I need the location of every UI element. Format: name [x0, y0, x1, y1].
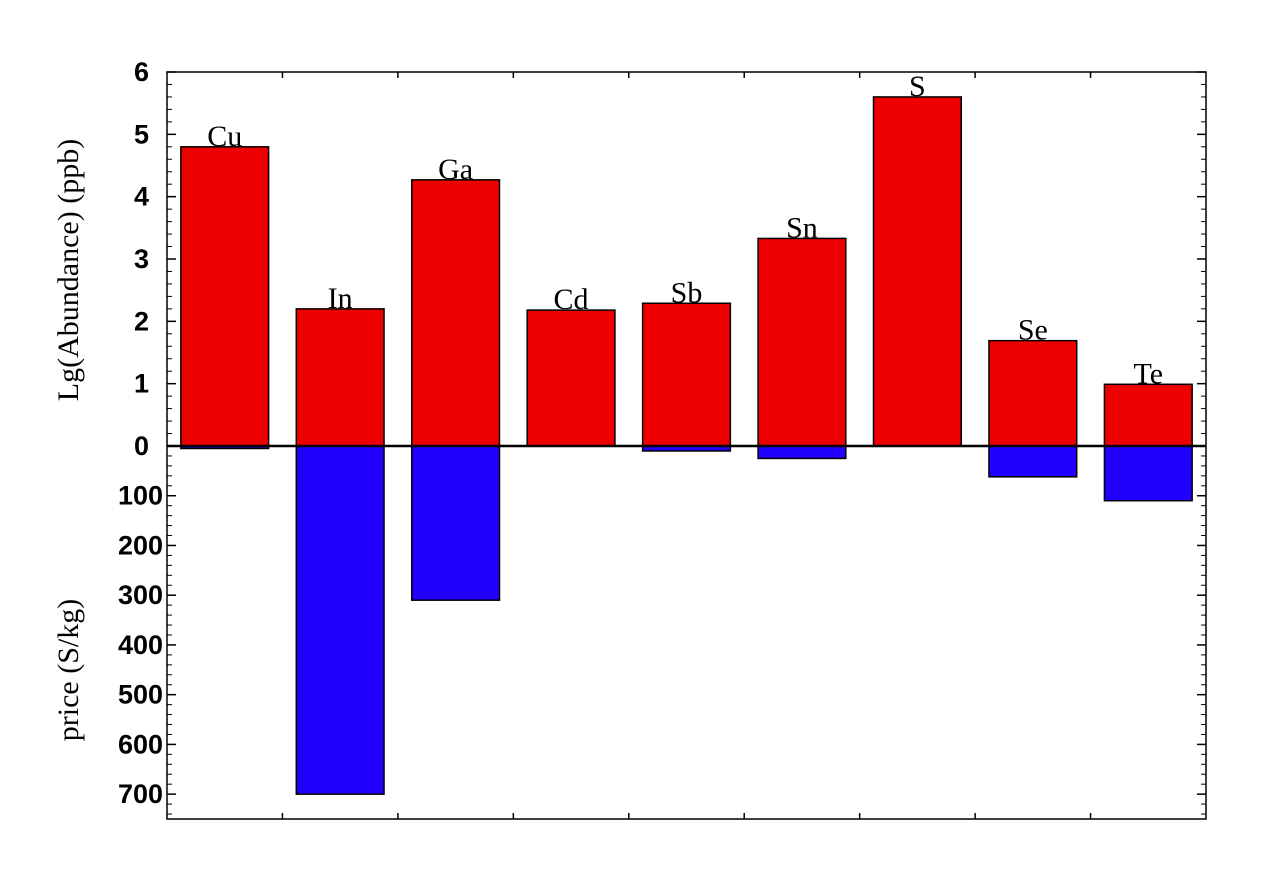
bar-labels-group: Cu In Ga Cd Sb Sn S Se Te	[207, 70, 1163, 390]
bar-label-cu: Cu	[207, 120, 242, 153]
y-tick-label-upper: 1	[134, 369, 149, 399]
abundance-bar-cu	[180, 146, 270, 447]
y-tick-label-upper: 0	[134, 431, 149, 461]
y-tick-label-upper: 4	[134, 182, 149, 212]
price-bar-sn	[757, 445, 847, 460]
y-tick-label-upper: 6	[134, 57, 149, 87]
bar-label-ga: Ga	[438, 153, 473, 186]
tick-labels-group: 0 1 2 3 4 5 6 100 200 300 400 500 600 700	[118, 57, 163, 809]
abundance-bar-se	[988, 339, 1078, 447]
bar-label-sb: Sb	[671, 276, 703, 309]
y-tick-label-lower: 300	[118, 580, 163, 610]
abundance-bar-ga	[410, 179, 501, 447]
price-bar-ga	[410, 445, 501, 601]
abundance-bar-sn	[757, 237, 847, 447]
abundance-bar-s	[872, 96, 963, 447]
abundance-bar-te	[1103, 383, 1193, 447]
abundance-bar-cd	[526, 309, 616, 447]
abundance-bar-in	[295, 308, 385, 447]
y-tick-label-upper: 5	[134, 119, 149, 149]
y-tick-label-lower: 500	[118, 680, 163, 710]
y-tick-label-lower: 100	[118, 481, 163, 511]
abundance-bar-sb	[641, 302, 732, 447]
y-tick-label-upper: 2	[134, 306, 149, 336]
ticks-group	[167, 71, 1206, 819]
bar-label-se: Se	[1018, 314, 1048, 347]
price-bar-te	[1103, 445, 1193, 502]
y-axis-title-upper: Lg(Abundance) (ppb)	[52, 139, 85, 401]
bar-label-cd: Cd	[554, 283, 589, 316]
y-axis-title-lower: price (S/kg)	[52, 599, 85, 741]
price-bar-in	[295, 445, 385, 795]
y-tick-label-lower: 400	[118, 630, 163, 660]
y-tick-label-lower: 200	[118, 530, 163, 560]
bar-label-te: Te	[1134, 357, 1164, 390]
bar-label-s: S	[909, 70, 926, 103]
bar-label-in: In	[328, 282, 353, 315]
bar-label-sn: Sn	[786, 211, 818, 244]
y-tick-label-lower: 700	[118, 779, 163, 809]
y-tick-label-lower: 600	[118, 729, 163, 759]
bars-group	[180, 96, 1193, 795]
price-bar-se	[988, 445, 1078, 478]
y-tick-label-upper: 3	[134, 244, 149, 274]
